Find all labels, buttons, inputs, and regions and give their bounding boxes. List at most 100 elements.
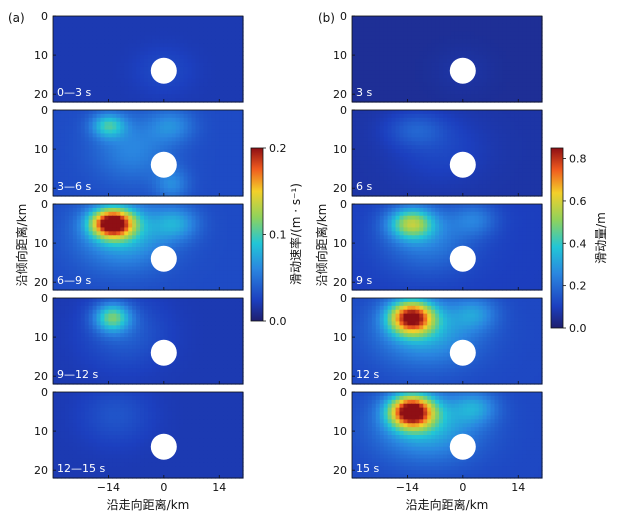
heatmap-cell	[163, 82, 169, 87]
heatmap-cell	[175, 376, 181, 381]
heatmap-cell	[80, 184, 86, 189]
heatmap-cell	[56, 431, 62, 436]
heatmap-cell	[84, 215, 90, 221]
heatmap-cell	[195, 27, 201, 33]
heatmap-cell	[132, 348, 137, 354]
heatmap-cell	[120, 98, 125, 103]
heatmap-cell	[227, 274, 232, 279]
heatmap-cell	[207, 35, 212, 41]
heatmap-cell	[128, 364, 133, 369]
heatmap-cell	[60, 180, 66, 185]
heatmap-cell	[120, 223, 125, 229]
heatmap-cell	[148, 407, 153, 413]
heatmap-cell	[128, 145, 133, 150]
heatmap-cell	[96, 262, 102, 268]
heatmap-cell	[88, 407, 94, 413]
heatmap-cell	[100, 153, 106, 158]
heatmap-cell	[223, 133, 228, 138]
heatmap-cell	[235, 270, 240, 275]
heatmap-cell	[53, 86, 58, 91]
heatmap-cell	[239, 153, 244, 158]
heatmap-cell	[64, 16, 70, 21]
heatmap-cell	[88, 250, 94, 256]
heatmap-cell	[199, 438, 205, 444]
heatmap-cell	[100, 305, 106, 311]
heatmap-cell	[231, 243, 236, 248]
heatmap-cell	[132, 31, 137, 37]
heatmap-cell	[211, 66, 216, 72]
heatmap-cell	[187, 55, 193, 60]
heatmap-cell	[159, 239, 165, 244]
heatmap-cell	[140, 39, 145, 44]
heatmap-cell	[148, 446, 153, 452]
heatmap-cell	[151, 211, 157, 217]
heatmap-cell	[175, 247, 181, 252]
heatmap-cell	[167, 415, 173, 420]
heatmap-cell	[203, 392, 208, 397]
heatmap-cell	[96, 160, 102, 166]
heatmap-cell	[223, 243, 228, 248]
heatmap-cell	[207, 90, 212, 95]
heatmap-cell	[203, 153, 208, 158]
heatmap-cell	[96, 298, 102, 303]
heatmap-cell	[215, 305, 220, 311]
heatmap-cell	[207, 227, 212, 232]
heatmap-cell	[88, 110, 94, 115]
heatmap-cell	[159, 380, 165, 385]
heatmap-cell	[56, 380, 62, 385]
heatmap-cell	[112, 168, 117, 174]
heatmap-cell	[84, 223, 90, 229]
heatmap-cell	[104, 431, 110, 436]
heatmap-cell	[108, 110, 113, 115]
heatmap-cell	[80, 368, 86, 373]
heatmap-cell	[124, 356, 129, 362]
heatmap-cell	[124, 59, 129, 64]
heatmap-cell	[96, 184, 102, 189]
heatmap-cell	[96, 39, 102, 44]
heatmap-cell	[108, 180, 113, 185]
heatmap-cell	[215, 149, 220, 154]
heatmap-cell	[108, 55, 113, 60]
heatmap-cell	[231, 305, 236, 311]
heatmap-cell	[64, 168, 70, 174]
heatmap-cell	[116, 172, 121, 178]
heatmap-cell	[68, 133, 74, 138]
heatmap-cell	[144, 19, 149, 25]
heatmap-cell	[183, 431, 189, 436]
heatmap-cell	[76, 317, 82, 323]
heatmap-cell	[144, 438, 149, 444]
heatmap-cell	[124, 376, 129, 381]
heatmap-cell	[60, 250, 66, 256]
heatmap-cell	[183, 43, 189, 48]
heatmap-cell	[64, 23, 70, 29]
heatmap-cell	[211, 86, 216, 91]
heatmap-cell	[76, 145, 82, 150]
heatmap-cell	[179, 98, 185, 103]
heatmap-cell	[100, 176, 106, 181]
heatmap-cell	[128, 231, 133, 236]
heatmap-cell	[235, 31, 240, 37]
heatmap-cell	[179, 262, 185, 268]
heatmap-cell	[155, 431, 161, 436]
heatmap-cell	[207, 356, 212, 362]
heatmap-cell	[207, 98, 212, 103]
heatmap-cell	[112, 235, 117, 240]
heatmap-cell	[235, 164, 240, 170]
heatmap-cell	[219, 250, 224, 256]
heatmap-cell	[88, 35, 94, 41]
heatmap-cell	[56, 129, 62, 135]
heatmap-cell	[227, 337, 232, 342]
heatmap-cell	[104, 333, 110, 338]
heatmap-cell	[148, 35, 153, 41]
heatmap-cell	[175, 172, 181, 178]
heatmap-cell	[231, 438, 236, 444]
heatmap-cell	[231, 399, 236, 405]
heatmap-cell	[163, 333, 169, 338]
heatmap-cell	[183, 70, 189, 76]
heatmap-cell	[100, 90, 106, 95]
heatmap-cell	[235, 227, 240, 232]
heatmap-cell	[128, 117, 133, 123]
heatmap-cell	[140, 74, 145, 80]
heatmap-cell	[148, 438, 153, 444]
heatmap-cell	[120, 215, 125, 221]
